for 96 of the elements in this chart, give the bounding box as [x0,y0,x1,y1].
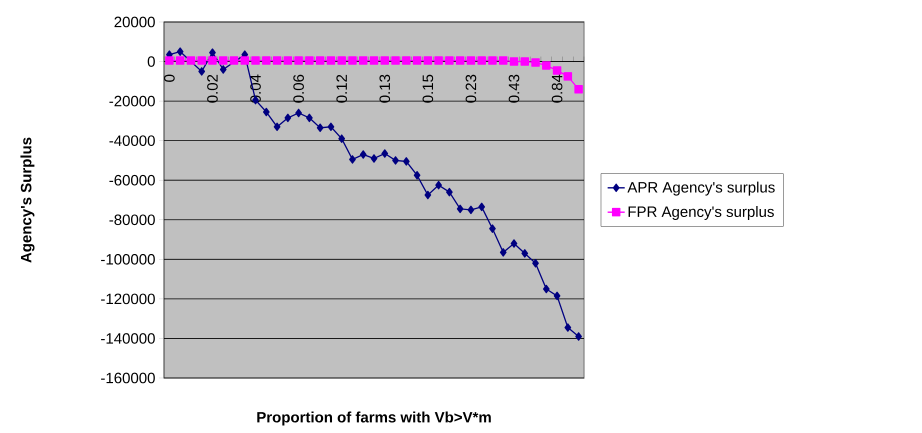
point [209,48,216,57]
point [251,56,260,65]
y-tick-label: -160000 [101,372,155,384]
point [316,56,324,65]
point [328,122,334,132]
point [284,56,292,65]
x-axis-title: Proportion of farms with Vb>V*m [257,412,491,426]
point [468,206,474,214]
point [477,56,486,65]
point [424,56,432,65]
point [176,56,184,65]
point [521,249,528,258]
point [316,124,324,132]
x-tick-label: 0.13 [379,74,390,103]
legend-label: APR Agency's surplus [627,182,775,196]
point [186,56,196,65]
point [306,114,313,122]
point [381,149,388,158]
point [349,155,356,164]
point [326,56,336,65]
point [295,108,302,118]
y-tick-label: -60000 [109,174,155,186]
point [424,190,432,200]
point [176,47,184,56]
point [414,171,420,180]
point [435,180,442,190]
point [402,56,411,65]
x-tick-label: 0.23 [466,74,476,103]
point [510,239,518,248]
point [198,67,206,76]
point [262,108,270,116]
y-tick-label: 20000 [114,16,155,28]
x-tick-label: 0.02 [207,74,218,103]
y-tick-label: -20000 [109,96,155,106]
point [498,56,508,65]
x-tick-label: 0.06 [293,74,304,103]
point [445,56,454,65]
point [370,56,378,65]
point [262,56,271,65]
point [274,122,280,132]
point [478,202,486,212]
y-tick-label: -120000 [101,294,155,304]
point [542,284,550,294]
point [197,56,206,65]
point [510,57,518,66]
point [220,65,227,74]
legend-label: FPR Agency's surplus [628,206,774,220]
point [380,56,390,65]
point [230,56,238,65]
x-tick-label: 0 [164,74,175,82]
point [402,157,410,166]
y-tick-label: -40000 [109,135,155,146]
point [520,57,530,66]
point [240,56,250,65]
y-tick-label: 0 [148,56,155,67]
point [446,188,453,196]
point [564,72,572,81]
point [489,224,496,233]
point [434,56,443,65]
point [564,323,572,332]
point [392,156,399,165]
point [284,114,292,122]
point [360,150,367,159]
y-tick-label: -80000 [109,214,155,226]
x-tick-label: 0.84 [552,74,562,103]
y-tick-label: -100000 [101,254,155,265]
point [165,56,174,65]
point [488,56,497,65]
x-tick-label: 0.43 [508,74,520,103]
point [391,56,400,65]
point [338,134,346,143]
point [466,56,476,65]
point [348,56,357,65]
point [532,259,539,268]
point [456,56,464,65]
point [554,292,560,300]
point [456,204,464,214]
point [575,332,582,341]
y-tick-label: -140000 [101,333,155,344]
point [370,154,378,163]
point [294,56,303,65]
point [218,56,228,65]
point [574,84,583,94]
x-tick-label: 0.12 [336,74,347,103]
point [358,56,368,65]
point [412,56,422,65]
point [272,56,282,65]
x-tick-label: 0.15 [422,74,434,103]
point [531,58,540,67]
point [208,56,217,65]
y-axis-title: Agency's Surplus [20,138,34,263]
point [305,56,314,65]
point [337,56,346,65]
point [552,66,562,75]
point [500,248,507,257]
point [542,61,551,70]
